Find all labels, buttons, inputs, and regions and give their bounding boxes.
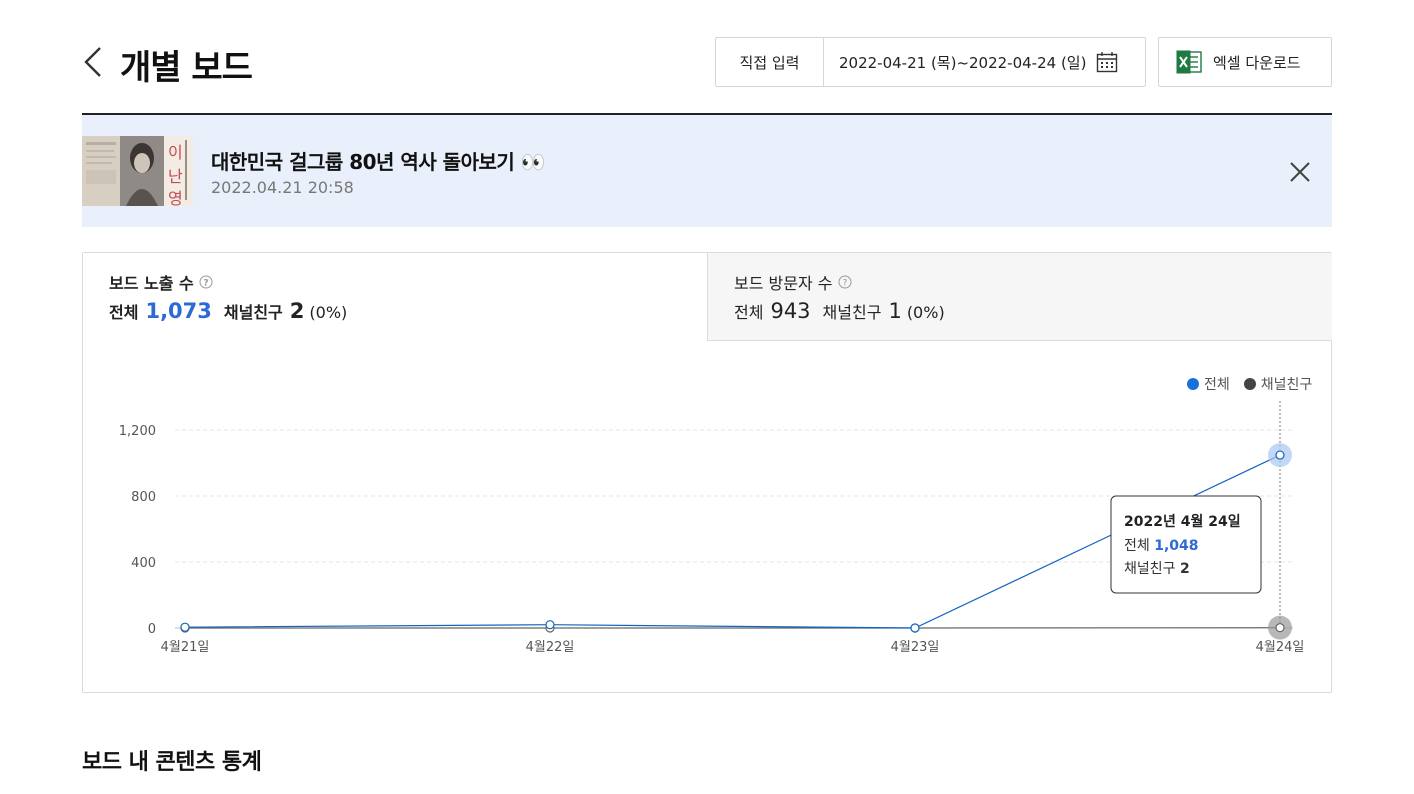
series-total-point: [545, 620, 555, 630]
friend-value: 2: [289, 299, 305, 323]
legend-item-total[interactable]: 전체: [1187, 374, 1230, 394]
legend-label-total: 전체: [1204, 377, 1230, 393]
total-label: 전체: [734, 303, 764, 322]
tab-title: 보드 노출 수: [109, 274, 194, 293]
date-range-text: 2022-04-21 (목)~2022-04-24 (일): [839, 53, 1087, 72]
date-mode-select[interactable]: 직접 입력: [716, 38, 824, 86]
legend-label-friend: 채널친구: [1260, 377, 1313, 393]
legend-item-friend[interactable]: 채널친구: [1243, 374, 1313, 394]
board-name: 대한민국 걸그룹 80년 역사 돌아보기 👀: [211, 150, 546, 174]
board-date: 2022.04.21 20:58: [211, 178, 354, 197]
tooltip-total: 전체 1,048: [1124, 538, 1199, 554]
series-total-line: [184, 454, 1281, 629]
y-tick-label: 800: [131, 490, 156, 505]
friend-percent: (0%): [309, 303, 348, 322]
total-label: 전체: [109, 303, 139, 322]
total-value: 943: [770, 299, 811, 323]
section-title: 보드 내 콘텐츠 통계: [82, 750, 262, 775]
tab-board-visitors[interactable]: 보드 방문자 수 ? 전체 943 채널친구 1 (0%): [707, 253, 1332, 341]
x-tick-label: 4월23일: [891, 640, 940, 655]
total-value: 1,073: [145, 299, 212, 323]
chart-legend: 전체 채널친구: [1173, 374, 1312, 394]
series-friend-point: [1275, 623, 1285, 633]
back-arrow-icon[interactable]: [82, 46, 104, 78]
excel-download-button[interactable]: 엑셀 다운로드: [1158, 37, 1332, 87]
x-tick-label: 4월24일: [1256, 640, 1305, 655]
friend-percent: (0%): [906, 303, 945, 322]
date-range-field[interactable]: 2022-04-21 (목)~2022-04-24 (일): [824, 51, 1145, 73]
page-header: 개별 보드 직접 입력 2022-04-21 (목)~2022-04-24 (일…: [82, 36, 1332, 88]
y-tick-label: 1,200: [119, 424, 156, 439]
close-icon[interactable]: [1288, 160, 1312, 184]
tab-board-impressions[interactable]: 보드 노출 수 ? 전체 1,073 채널친구 2 (0%): [83, 253, 707, 341]
legend-dot-friend: [1243, 378, 1256, 390]
date-range-picker: 직접 입력 2022-04-21 (목)~2022-04-24 (일): [715, 37, 1146, 87]
excel-download-label: 엑셀 다운로드: [1213, 53, 1301, 72]
legend-dot-total: [1187, 378, 1199, 390]
header-divider: [82, 113, 1332, 115]
help-icon[interactable]: ?: [199, 275, 213, 289]
stats-panel: 보드 노출 수 ? 전체 1,073 채널친구 2 (0%) 보드 방문자 수 …: [82, 252, 1332, 693]
svg-text:?: ?: [842, 279, 847, 289]
help-icon[interactable]: ?: [838, 275, 852, 289]
series-total-point: [1275, 450, 1285, 460]
friend-value: 1: [888, 299, 902, 323]
tooltip-title: 2022년 4월 24일: [1124, 513, 1241, 530]
friend-label: 채널친구: [223, 303, 283, 322]
line-chart: 0 400 800 1,200 4월21일 4월22일 4월23일 4월24일 2022년 4월…: [119, 401, 1305, 655]
tab-title: 보드 방문자 수: [734, 274, 833, 293]
series-total-point: [180, 622, 190, 632]
calendar-icon[interactable]: [1096, 51, 1118, 73]
x-tick-label: 4월22일: [526, 640, 575, 655]
svg-text:영: 영: [168, 189, 183, 206]
x-tick-label: 4월21일: [161, 640, 210, 655]
series-total-point: [910, 623, 920, 633]
tooltip-box: [1110, 495, 1262, 594]
friend-label: 채널친구: [822, 303, 882, 322]
y-tick-label: 0: [148, 622, 156, 637]
board-info-bar: 이 난 영 대한민국 걸그룹 80년 역사 돌아보기 👀 2022.04.21 …: [82, 115, 1332, 227]
excel-icon: [1176, 50, 1202, 74]
board-thumbnail: 이 난 영: [82, 136, 193, 206]
tooltip-friend: 채널친구 2: [1124, 561, 1190, 577]
page-title: 개별 보드: [120, 48, 253, 88]
svg-text:난: 난: [168, 167, 183, 186]
y-tick-label: 400: [131, 556, 156, 571]
svg-text:?: ?: [203, 279, 208, 289]
svg-text:이: 이: [168, 143, 183, 162]
